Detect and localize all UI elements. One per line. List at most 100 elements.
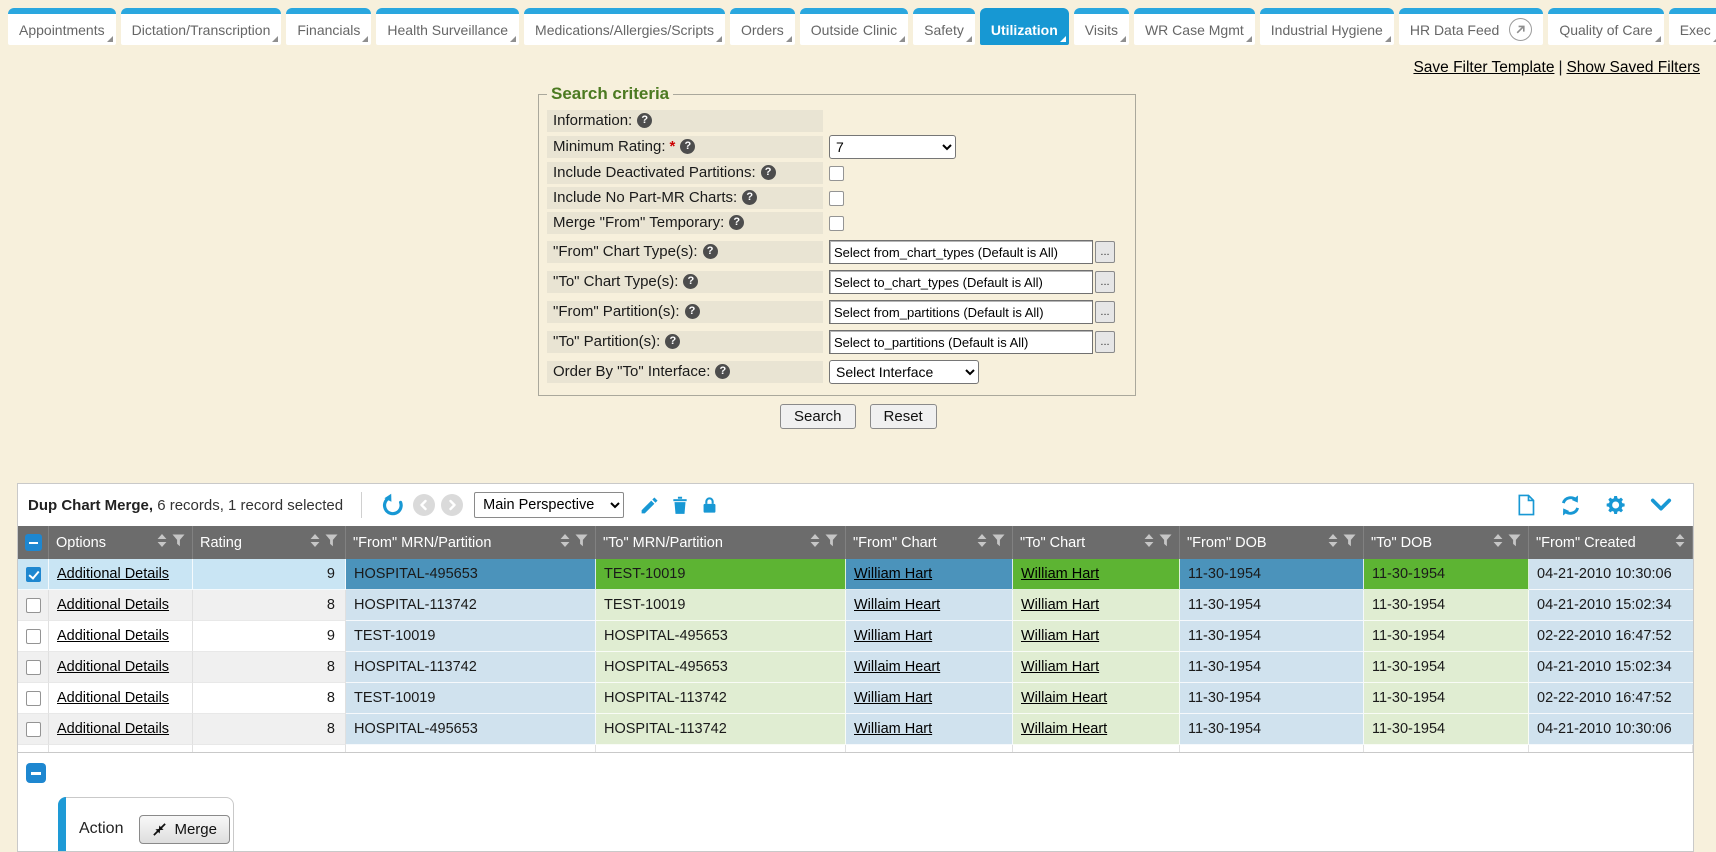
save-filter-template-link[interactable]: Save Filter Template — [1413, 59, 1555, 76]
next-page-icon[interactable] — [441, 494, 464, 516]
sort-icon[interactable] — [1328, 534, 1338, 551]
from-partition-s-picker-input[interactable] — [829, 300, 1093, 324]
row-select-checkbox[interactable] — [25, 597, 41, 613]
to-partition-s-browse-button[interactable]: ... — [1095, 331, 1115, 353]
to-chart-link[interactable]: Willaim Heart — [1021, 690, 1108, 706]
tab-visits[interactable]: Visits — [1073, 8, 1129, 45]
sort-icon[interactable] — [560, 534, 570, 551]
help-icon[interactable]: ? — [742, 190, 758, 205]
sort-icon[interactable] — [977, 534, 987, 551]
filter-icon[interactable] — [1159, 534, 1172, 551]
undo-icon[interactable] — [381, 493, 405, 517]
filter-icon[interactable] — [1343, 534, 1356, 551]
tab-safety[interactable]: Safety — [913, 8, 975, 45]
minimum-rating-select[interactable]: 7 — [829, 135, 956, 159]
perspective-select[interactable]: Main Perspective — [474, 492, 625, 518]
show-saved-filters-link[interactable]: Show Saved Filters — [1566, 59, 1700, 76]
tab-industrial-hygiene[interactable]: Industrial Hygiene — [1259, 8, 1394, 45]
additional-details-link[interactable]: Additional Details — [57, 597, 170, 613]
sort-icon[interactable] — [157, 534, 167, 551]
additional-details-link[interactable]: Additional Details — [57, 721, 170, 737]
previous-page-icon[interactable] — [413, 494, 436, 516]
row-select-checkbox[interactable] — [25, 566, 41, 582]
help-icon[interactable]: ? — [683, 274, 699, 289]
select-all-checkbox[interactable] — [24, 534, 42, 551]
additional-details-link[interactable]: Additional Details — [57, 690, 170, 706]
gear-icon[interactable] — [1605, 494, 1627, 516]
reset-button[interactable]: Reset — [869, 404, 937, 429]
column-header-from-dob[interactable]: "From" DOB — [1180, 526, 1364, 559]
from-chart-type-s-picker-input[interactable] — [829, 240, 1093, 264]
filter-icon[interactable] — [992, 534, 1005, 551]
from-chart-type-s-browse-button[interactable]: ... — [1095, 241, 1115, 263]
to-chart-type-s-browse-button[interactable]: ... — [1095, 271, 1115, 293]
delete-trash-icon[interactable] — [670, 495, 690, 516]
tab-health-surveillance[interactable]: Health Surveillance — [376, 8, 520, 45]
tab-hr-data-feed[interactable]: HR Data Feed — [1398, 8, 1544, 45]
to-chart-type-s-picker-input[interactable] — [829, 270, 1093, 294]
to-chart-link[interactable]: William Hart — [1021, 566, 1100, 582]
to-chart-link[interactable]: William Hart — [1021, 597, 1100, 613]
edit-pencil-icon[interactable] — [639, 495, 660, 516]
from-chart-link[interactable]: William Hart — [854, 628, 933, 644]
from-chart-link[interactable]: William Hart — [854, 690, 933, 706]
filter-icon[interactable] — [172, 534, 185, 551]
collapse-section-button[interactable] — [26, 763, 46, 783]
column-header-from-mrn[interactable]: "From" MRN/Partition — [346, 526, 596, 559]
new-document-icon[interactable] — [1516, 494, 1536, 516]
tab-exec[interactable]: Exec — [1668, 8, 1716, 45]
chevron-down-icon[interactable] — [1650, 497, 1672, 513]
additional-details-link[interactable]: Additional Details — [57, 628, 170, 644]
filter-icon[interactable] — [325, 534, 338, 551]
sort-icon[interactable] — [1675, 534, 1685, 551]
sort-icon[interactable] — [1144, 534, 1154, 551]
filter-icon[interactable] — [575, 534, 588, 551]
sort-icon[interactable] — [810, 534, 820, 551]
additional-details-link[interactable]: Additional Details — [57, 566, 170, 582]
from-chart-link[interactable]: Willaim Heart — [854, 597, 941, 613]
lock-icon[interactable] — [700, 495, 719, 516]
tab-appointments[interactable]: Appointments — [8, 8, 116, 45]
merge-from-temporary-checkbox[interactable] — [829, 215, 844, 231]
tab-utilization[interactable]: Utilization — [979, 8, 1069, 45]
column-header-from-created[interactable]: "From" Created — [1529, 526, 1693, 559]
search-button[interactable]: Search — [780, 404, 856, 429]
row-select-checkbox[interactable] — [25, 628, 41, 644]
help-icon[interactable]: ? — [684, 304, 700, 319]
column-header-from-chart[interactable]: "From" Chart — [846, 526, 1013, 559]
to-chart-link[interactable]: William Hart — [1021, 628, 1100, 644]
tab-medications-allergies-scripts[interactable]: Medications/Allergies/Scripts — [524, 8, 725, 45]
row-select-checkbox[interactable] — [25, 690, 41, 706]
tab-quality-of-care[interactable]: Quality of Care — [1548, 8, 1664, 45]
from-chart-link[interactable]: William Hart — [854, 566, 933, 582]
help-icon[interactable]: ? — [665, 334, 681, 349]
external-link-circle-icon[interactable] — [1509, 18, 1533, 41]
tab-outside-clinic[interactable]: Outside Clinic — [799, 8, 909, 45]
tab-orders[interactable]: Orders — [730, 8, 795, 45]
order-by-to-interface-select[interactable]: Select Interface — [829, 360, 979, 384]
additional-details-link[interactable]: Additional Details — [57, 659, 170, 675]
column-header-to-mrn[interactable]: "To" MRN/Partition — [596, 526, 846, 559]
tab-financials[interactable]: Financials — [286, 8, 372, 45]
merge-button[interactable]: Merge — [139, 814, 230, 844]
refresh-icon[interactable] — [1559, 494, 1582, 517]
help-icon[interactable]: ? — [729, 215, 745, 230]
column-header-to-chart[interactable]: "To" Chart — [1013, 526, 1180, 559]
help-icon[interactable]: ? — [760, 165, 776, 180]
include-deactivated-partitions-checkbox[interactable] — [829, 165, 844, 181]
from-chart-link[interactable]: William Hart — [854, 721, 933, 737]
filter-icon[interactable] — [1508, 534, 1521, 551]
tab-wr-case-mgmt[interactable]: WR Case Mgmt — [1133, 8, 1255, 45]
column-header-rating[interactable]: Rating — [193, 526, 346, 559]
filter-icon[interactable] — [825, 534, 838, 551]
column-header-options[interactable]: Options — [49, 526, 193, 559]
help-icon[interactable]: ? — [702, 244, 718, 259]
to-chart-link[interactable]: William Hart — [1021, 659, 1100, 675]
help-icon[interactable]: ? — [715, 364, 731, 379]
tab-dictation-transcription[interactable]: Dictation/Transcription — [120, 8, 282, 45]
help-icon[interactable]: ? — [637, 113, 653, 128]
sort-icon[interactable] — [1493, 534, 1503, 551]
row-select-checkbox[interactable] — [25, 659, 41, 675]
help-icon[interactable]: ? — [680, 139, 696, 154]
sort-icon[interactable] — [310, 534, 320, 551]
